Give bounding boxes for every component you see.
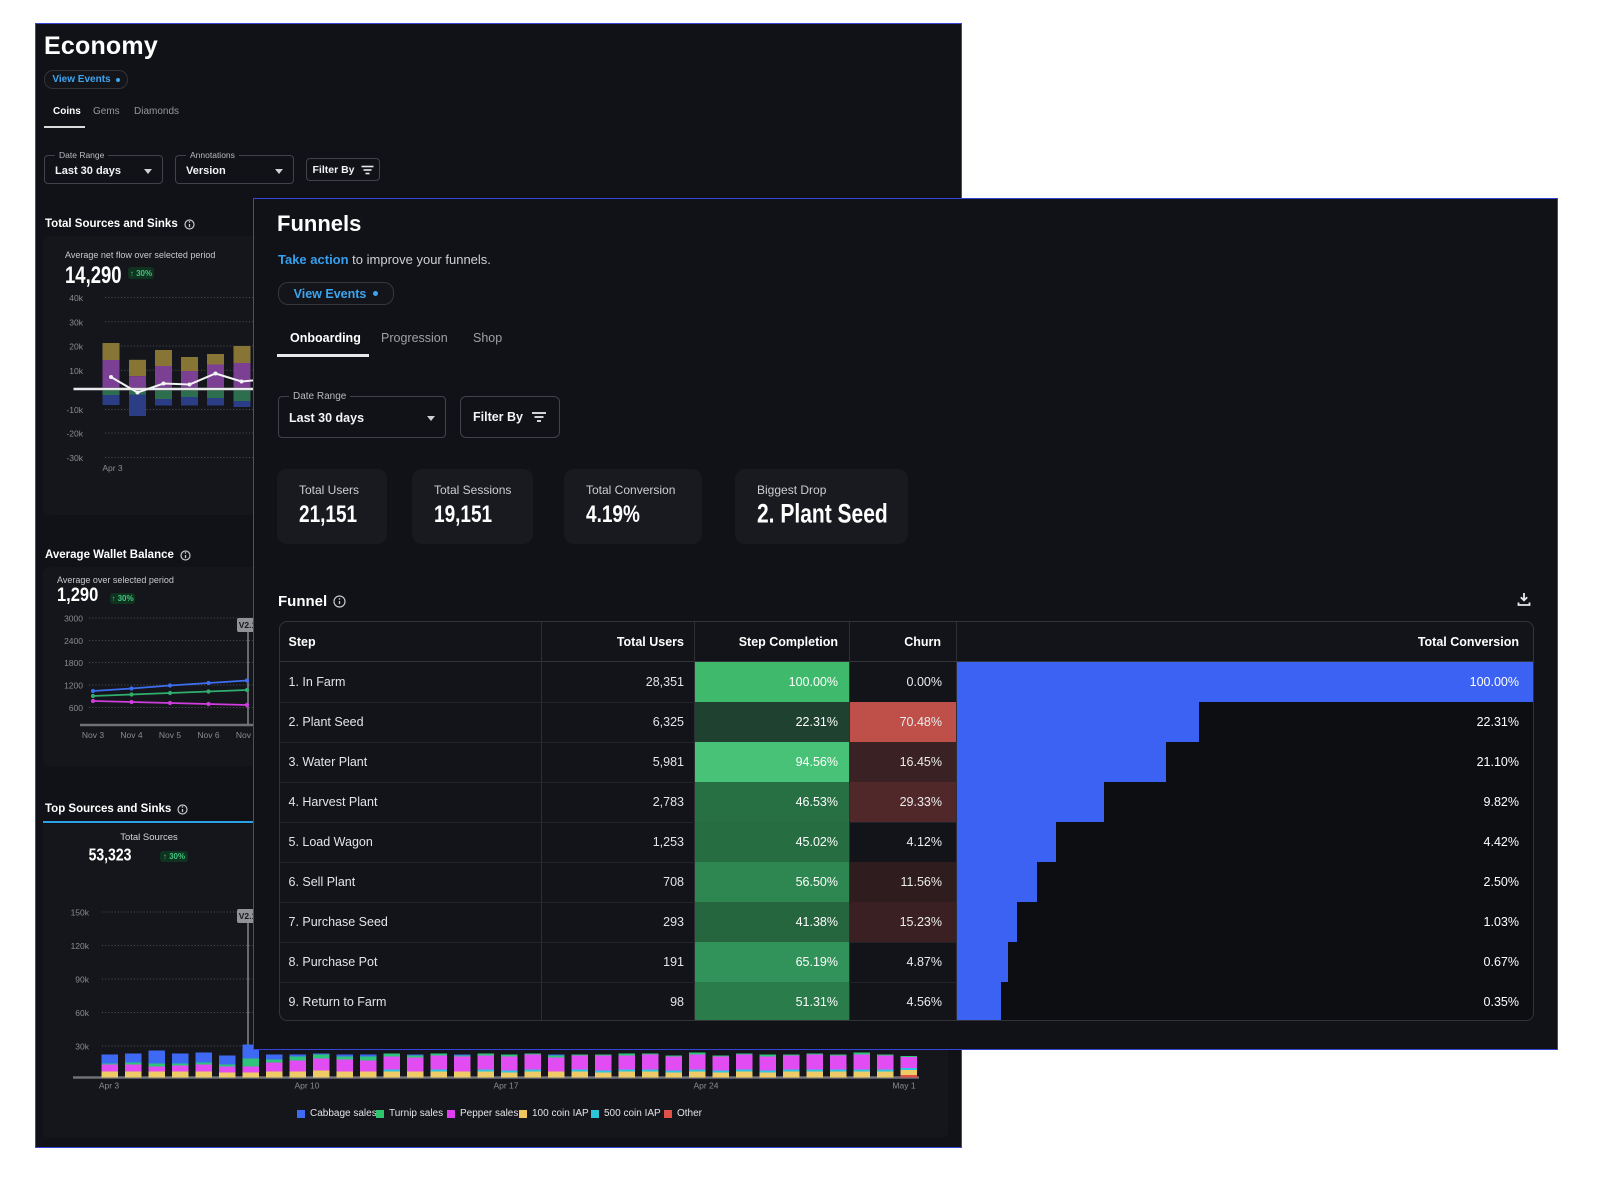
svg-text:2400: 2400 <box>64 636 83 646</box>
svg-text:60k: 60k <box>75 1008 89 1018</box>
svg-text:V2.1: V2.1 <box>239 911 257 921</box>
svg-text:Apr 17: Apr 17 <box>493 1081 518 1091</box>
svg-text:-30k: -30k <box>66 453 83 463</box>
svg-text:May 1: May 1 <box>892 1081 915 1091</box>
svg-text:Apr 3: Apr 3 <box>102 463 123 473</box>
svg-text:Nov 7: Nov 7 <box>236 730 258 740</box>
svg-text:40k: 40k <box>69 293 83 303</box>
svg-text:120k: 120k <box>71 941 90 951</box>
svg-text:3000: 3000 <box>64 614 83 624</box>
svg-text:-10k: -10k <box>66 405 83 415</box>
svg-text:Apr 3: Apr 3 <box>99 1081 120 1091</box>
svg-text:Nov 4: Nov 4 <box>120 730 142 740</box>
svg-text:1200: 1200 <box>64 681 83 691</box>
svg-text:10k: 10k <box>69 366 83 376</box>
svg-text:150k: 150k <box>71 908 90 918</box>
svg-text:30k: 30k <box>75 1042 89 1052</box>
svg-text:Apr 24: Apr 24 <box>693 1081 718 1091</box>
svg-text:Nov 6: Nov 6 <box>197 730 219 740</box>
svg-text:90k: 90k <box>75 975 89 985</box>
svg-text:-20k: -20k <box>66 429 83 439</box>
svg-text:V2.1: V2.1 <box>239 620 257 630</box>
svg-text:Nov 3: Nov 3 <box>82 730 104 740</box>
svg-text:30k: 30k <box>69 317 83 327</box>
svg-text:600: 600 <box>69 703 83 713</box>
svg-text:20k: 20k <box>69 342 83 352</box>
svg-text:Nov 5: Nov 5 <box>159 730 181 740</box>
svg-text:1800: 1800 <box>64 658 83 668</box>
svg-text:Apr 10: Apr 10 <box>294 1081 319 1091</box>
